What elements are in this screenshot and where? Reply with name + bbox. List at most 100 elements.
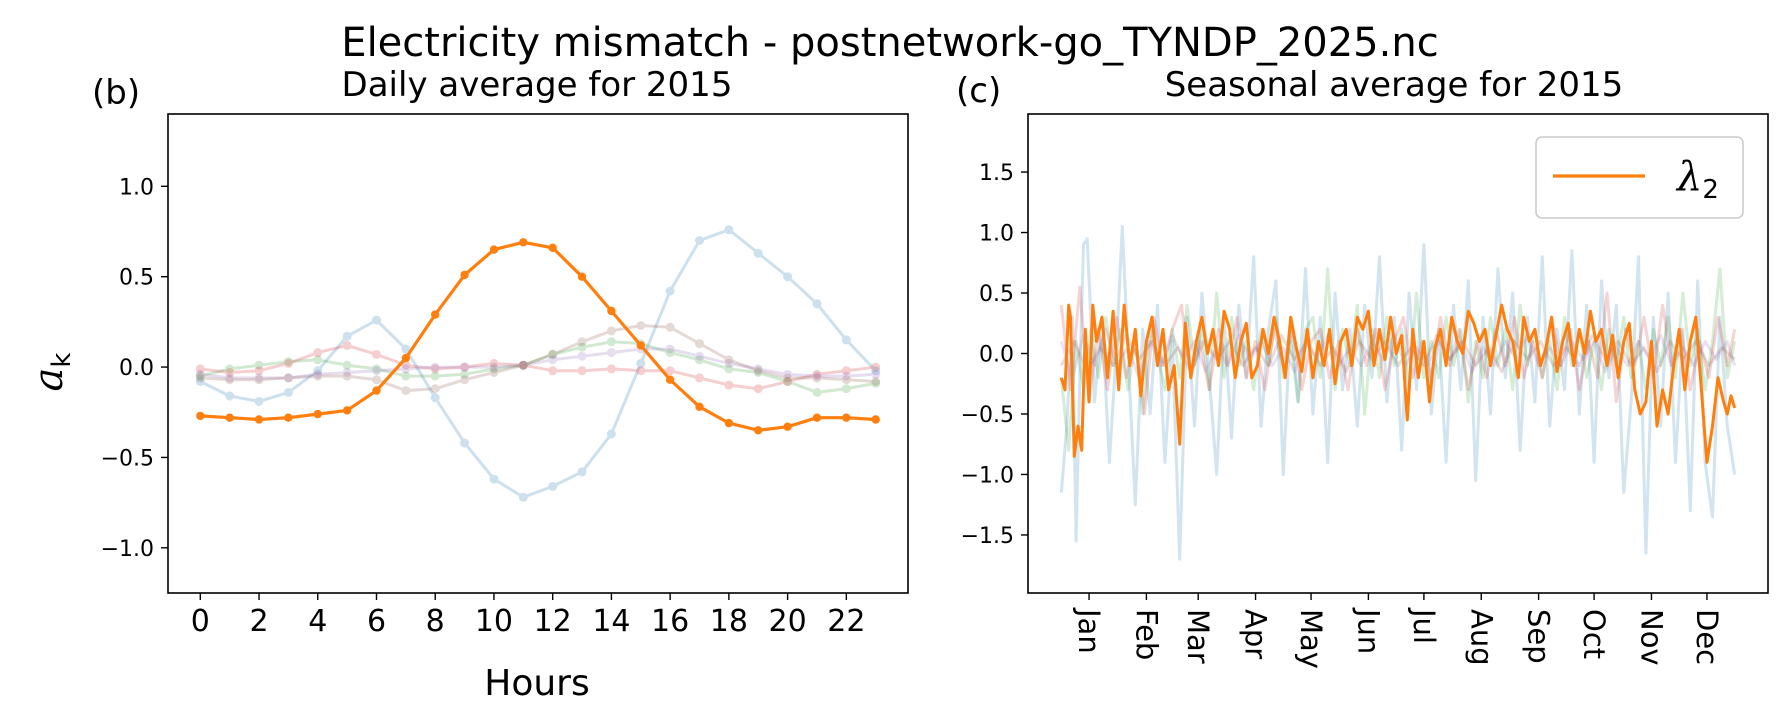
panel-b-series-3-point: [401, 360, 411, 370]
panel-b-series-3-point: [313, 348, 323, 358]
panel-b-xtick-label: 14: [592, 604, 630, 639]
panel-b-plot-area: 0 2 4 6 8 10 12 14 16 18 20 22 −1.0 −0.5 0.0 0.5 1.0: [101, 113, 909, 639]
panel-b-series-4-point: [577, 351, 587, 361]
panel-c-legend: λ2: [1535, 136, 1744, 219]
panel-b-series-1-point: [196, 411, 205, 421]
panel-b-xtick-label: 4: [308, 604, 327, 639]
panel-b-series-5: [195, 321, 881, 396]
panel-b-series-5-point: [753, 366, 763, 376]
panel-b-series-1-point: [489, 245, 499, 254]
panel-b-series-4-point: [460, 362, 470, 372]
panel-b-series-0-point: [195, 377, 205, 386]
panel-b-series-0-line: [199, 228, 877, 499]
panel-b-series-2-point: [665, 348, 675, 358]
panel-b-series-0-point: [812, 299, 822, 309]
panel-c-xtick-label: Dec: [1690, 609, 1724, 665]
panel-b-series-3-point: [548, 366, 558, 376]
panel-b-series-2-point: [812, 387, 822, 397]
panel-b-series-2-point: [871, 378, 881, 388]
panel-b-series-3-point: [372, 349, 381, 359]
panel-b-series-3-point: [195, 364, 205, 374]
panel-c-ytick-label: 0.0: [979, 343, 1014, 368]
panel-b-ylabel-main: a: [26, 368, 72, 392]
panel-b-series-1-point: [284, 413, 293, 422]
panel-b-series-3-point: [518, 360, 528, 370]
panel-b-ytick-label: 0.5: [119, 266, 154, 291]
panel-b-series-4: [195, 344, 881, 383]
panel-b-series-1: [196, 238, 880, 435]
panel-b-series-2-point: [313, 355, 323, 365]
panel-b-series-2-point: [460, 369, 470, 379]
panel-b-series-5-point: [783, 373, 793, 383]
panel-b-series-0-point: [342, 331, 352, 341]
panel-b-series-4-point: [225, 373, 235, 383]
panel-b-series-1-point: [313, 409, 322, 419]
panel-c-xtick-label: Oct: [1577, 609, 1611, 659]
panel-b-series-4-point: [871, 369, 881, 379]
panel-b-series-5-point: [489, 368, 499, 377]
panel-b-series-3-point: [460, 362, 470, 372]
panel-b-series-4-point: [695, 351, 704, 361]
panel-c-title: Seasonal average for 2015: [1165, 65, 1624, 105]
panel-b-series-5-point: [254, 375, 264, 385]
panel-b-series-2-point: [254, 360, 264, 370]
panel-b-xtick-label: 2: [249, 604, 268, 639]
panel-b-series-0-point: [841, 335, 851, 345]
panel-b-series-0-point: [606, 429, 616, 439]
panel-b-series-0-point: [430, 393, 440, 403]
panel-b-series-1-point: [225, 413, 234, 422]
panel-b-series-3-point: [841, 366, 851, 376]
panel-b-series-0-point: [783, 272, 793, 282]
panel-b-series-4-point: [342, 368, 352, 377]
panel-b-series-0-point: [518, 492, 528, 502]
panel-c-legend-label-sub: 2: [1702, 175, 1719, 205]
panel-b-series-1-point: [724, 418, 734, 428]
panel-b-series-4-point: [430, 362, 440, 372]
panel-b-series-4-point: [606, 348, 616, 358]
panel-b-series-0-point: [489, 474, 499, 484]
panel-b-series-1-point: [665, 375, 675, 384]
panel-b-xtick-label: 22: [827, 604, 865, 639]
panel-b-series-1-line: [200, 240, 876, 432]
panel-b-series-1-point: [636, 341, 645, 350]
panel-b-frame: [167, 113, 909, 594]
panel-b-series-4-point: [313, 369, 323, 379]
panel-b-series-0-point: [636, 358, 646, 368]
panel-b-series-5-point: [695, 339, 704, 349]
panel-b-series-1-point: [754, 426, 763, 435]
panel-c-legend-label: λ2: [1675, 154, 1719, 205]
panel-b-series-1-point: [372, 386, 381, 395]
panel-b-series-4-point: [812, 371, 822, 381]
panel-b-series-0-point: [313, 366, 323, 376]
panel-b-series-4-point: [724, 358, 734, 368]
panel-b-series-1-point: [577, 272, 587, 281]
panel-b-series-1-point: [460, 270, 469, 280]
panel-c-series-0-line: [1059, 225, 1737, 561]
panel-b-xtick-label: 12: [534, 604, 572, 639]
panel-b-series-2-point: [372, 364, 381, 374]
panel-b: (b) Daily average for 2015 0 2 4 6 8 10 12 14 16…: [26, 65, 909, 704]
panel-b-series-5-point: [372, 375, 381, 385]
panel-b-series-1-point: [871, 415, 880, 424]
panel-c-plot-area: −1.5 −1.0 −0.5 0.0 0.5 1.0 1.5 Jan Feb Mar Apr May J…: [961, 113, 1769, 669]
panel-b-series-5-point: [430, 384, 440, 394]
panel-b-series-5-point: [313, 371, 323, 381]
panel-b-series-0-point: [254, 396, 264, 406]
panel-b-series-2-point: [430, 371, 440, 381]
panel-c-xtick-label: Sep: [1522, 609, 1556, 664]
panel-b-ylabel-sub: k: [47, 353, 77, 368]
panel-b-series-2-point: [783, 377, 793, 386]
panel-b-series-5-point: [195, 373, 205, 383]
panel-b-series-2-point: [489, 364, 499, 374]
panel-b-series-1-point: [783, 422, 792, 431]
panel-b-series-0-point: [401, 344, 411, 354]
panel-b-series-1-point: [431, 310, 440, 319]
panel-b-series-1-point: [695, 402, 704, 411]
panel-b-xtick-label: 0: [191, 604, 210, 639]
panel-b-xtick-label: 6: [367, 604, 386, 639]
panel-b-series-2-point: [606, 337, 616, 347]
panel-b-series-4-point: [372, 366, 381, 376]
panel-b-series-0-point: [871, 366, 881, 376]
panel-b-series-5-point: [812, 373, 822, 383]
